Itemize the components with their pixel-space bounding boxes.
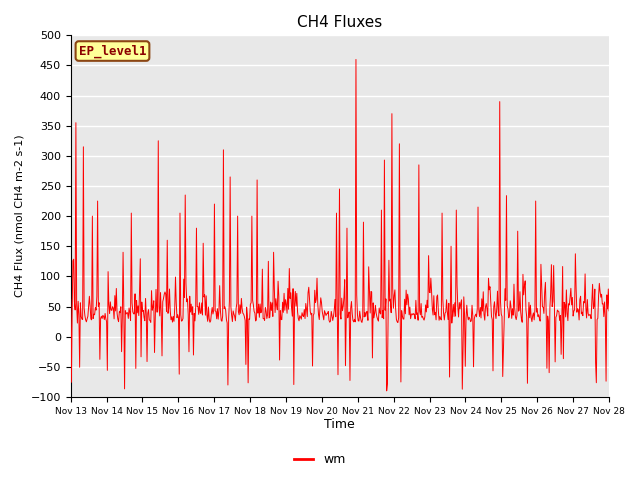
X-axis label: Time: Time	[324, 419, 355, 432]
Title: CH4 Fluxes: CH4 Fluxes	[297, 15, 383, 30]
Legend: wm: wm	[289, 448, 351, 471]
Y-axis label: CH4 Flux (nmol CH4 m-2 s-1): CH4 Flux (nmol CH4 m-2 s-1)	[15, 135, 25, 298]
Text: EP_level1: EP_level1	[79, 44, 146, 58]
